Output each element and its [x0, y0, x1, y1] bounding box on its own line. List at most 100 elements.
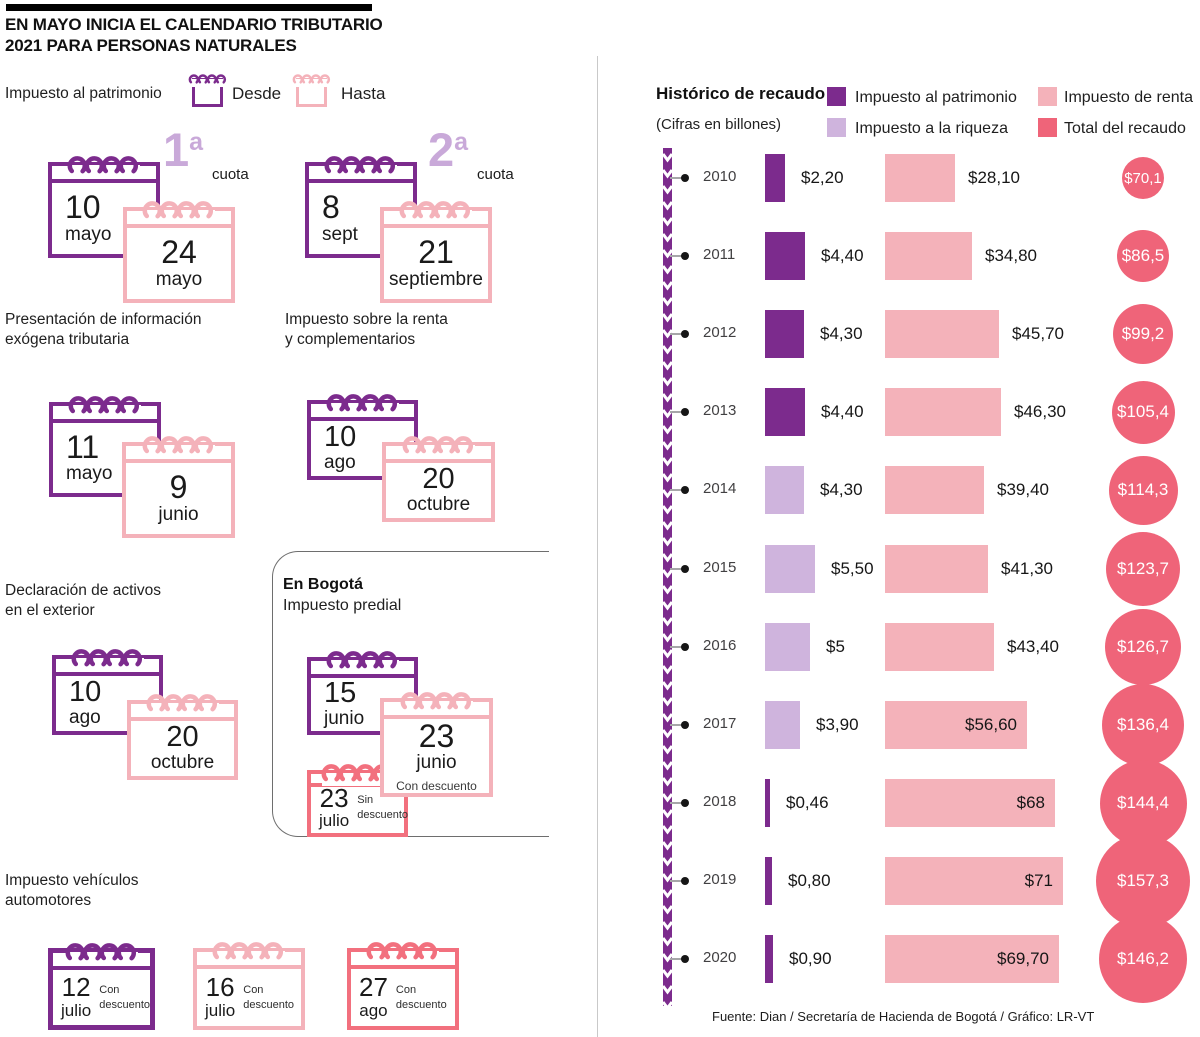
spiral-binding-icon — [324, 156, 397, 178]
ordinal-sup: a — [189, 128, 204, 156]
title-rule — [6, 4, 372, 11]
calendar-month: julio — [319, 811, 350, 831]
calendar-day: 23 — [418, 717, 455, 754]
calendar-note: Con descuento — [395, 983, 447, 1011]
legend-swatch-renta — [1038, 87, 1057, 106]
wealth-tax-value: $0,90 — [789, 949, 832, 968]
tick-line — [670, 255, 684, 257]
calendar-renta-hasta: 20 octubre — [382, 436, 495, 522]
calendar-exogena-hasta: 9 junio — [122, 436, 235, 538]
income-tax-bar — [885, 232, 972, 280]
total-circle: $144,4 — [1099, 759, 1187, 847]
income-tax-value: $41,30 — [1001, 559, 1053, 578]
calendar-day: 9 — [169, 469, 188, 506]
calendar-note: Sin descuento — [357, 794, 409, 821]
year-dot — [681, 408, 689, 416]
title-line-2: 2021 PARA PERSONAS NATURALES — [5, 35, 297, 55]
income-tax-bar: $56,60 — [885, 701, 1027, 749]
spiral-binding-icon — [291, 74, 332, 87]
year-label: 2020 — [703, 949, 737, 966]
legend-swatch-total — [1038, 118, 1057, 137]
legend-hasta-label: Hasta — [341, 84, 386, 103]
calendar-day: 16 — [205, 972, 235, 1003]
spiral-binding-icon — [65, 943, 138, 965]
income-tax-value: $45,70 — [1012, 324, 1064, 343]
income-tax-value: $56,60 — [965, 715, 1017, 734]
panel-divider — [597, 56, 598, 1037]
calendar-day: 20 — [166, 720, 199, 753]
spiral-binding-icon — [326, 651, 399, 673]
year-label: 2010 — [703, 168, 737, 185]
income-tax-value: $46,30 — [1014, 402, 1066, 421]
section-title-renta: Impuesto sobre la renta y complementario… — [285, 311, 448, 349]
wealth-tax-value: $4,40 — [821, 402, 864, 421]
calendar-month: julio — [61, 1000, 92, 1020]
tick-line — [670, 177, 684, 179]
wealth-tax-bar — [765, 545, 815, 593]
wealth-tax-bar — [765, 310, 804, 358]
spiral-binding-icon — [187, 74, 228, 87]
spiral-binding-icon — [142, 201, 215, 223]
calendar-month: octubre — [150, 752, 215, 774]
income-tax-bar: $71 — [885, 857, 1063, 905]
income-tax-value: $39,40 — [997, 480, 1049, 499]
ordinal-word: cuota — [477, 166, 514, 183]
tick-line — [670, 489, 684, 491]
wealth-tax-bar — [765, 466, 804, 514]
total-circle: $123,7 — [1106, 532, 1180, 606]
year-label: 2013 — [703, 402, 737, 419]
spiral-binding-icon — [146, 694, 219, 716]
wealth-tax-bar — [765, 388, 805, 436]
total-circle: $126,7 — [1105, 609, 1181, 685]
cuota1-ordinal: 1a cuota — [163, 123, 249, 183]
year-label: 2012 — [703, 324, 737, 341]
tick-line — [670, 333, 684, 335]
wealth-tax-bar — [765, 935, 773, 983]
calendar-day: 10 — [65, 189, 101, 226]
calendar-month: junio — [324, 708, 365, 730]
calendar-month: mayo — [155, 268, 203, 290]
tick-line — [670, 958, 684, 960]
total-circle: $70,1 — [1122, 157, 1164, 199]
calendar-note: Con descuento — [99, 983, 151, 1011]
calendar-note: Con descuento — [396, 779, 477, 794]
spiral-binding-icon — [142, 436, 215, 458]
year-dot — [681, 799, 689, 807]
calendar-month: mayo — [65, 223, 112, 245]
calendar-day: 10 — [69, 675, 102, 708]
wealth-tax-value: $4,40 — [821, 246, 864, 265]
wealth-tax-bar — [765, 623, 810, 671]
hasta-calendar-icon — [291, 74, 332, 107]
ordinal-sup: a — [454, 128, 469, 156]
legend-label-patrimonio: Impuesto al patrimonio — [855, 89, 1017, 106]
calendar-day: 12 — [61, 972, 91, 1003]
income-tax-value: $34,80 — [985, 246, 1037, 265]
total-circle: $105,4 — [1111, 380, 1175, 444]
spiral-binding-icon — [68, 396, 141, 418]
wealth-tax-value: $5 — [826, 637, 845, 656]
year-dot — [681, 565, 689, 573]
calendar-day: 10 — [324, 420, 357, 453]
wealth-tax-value: $3,90 — [816, 715, 859, 734]
year-label: 2015 — [703, 559, 737, 576]
calendar-month: junio — [158, 503, 199, 525]
calendar-month: mayo — [66, 463, 113, 485]
income-tax-bar — [885, 623, 994, 671]
income-tax-value: $71 — [1024, 871, 1053, 890]
legend-swatch-patrimonio — [827, 87, 846, 106]
bogota-subtitle: Impuesto predial — [283, 597, 402, 614]
calendar-month: ago — [324, 452, 356, 474]
year-label: 2019 — [703, 871, 737, 888]
spiral-binding-icon — [71, 649, 144, 671]
ordinal-number: 1 — [163, 123, 190, 176]
wealth-tax-value: $4,30 — [820, 324, 863, 343]
calendar-month: julio — [205, 1000, 236, 1020]
wealth-tax-value: $4,30 — [820, 480, 863, 499]
calendar-month: septiembre — [389, 268, 483, 290]
tick-line — [670, 411, 684, 413]
wealth-tax-bar — [765, 857, 772, 905]
ordinal-word: cuota — [212, 166, 249, 183]
wealth-tax-bar — [765, 154, 785, 202]
total-circle: $114,3 — [1108, 455, 1178, 525]
spiral-binding-icon — [321, 764, 394, 786]
